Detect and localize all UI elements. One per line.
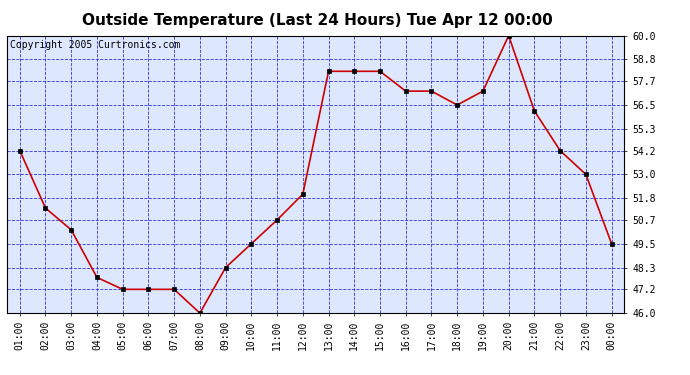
Text: Outside Temperature (Last 24 Hours) Tue Apr 12 00:00: Outside Temperature (Last 24 Hours) Tue …: [82, 13, 553, 28]
Text: Copyright 2005 Curtronics.com: Copyright 2005 Curtronics.com: [10, 40, 180, 50]
